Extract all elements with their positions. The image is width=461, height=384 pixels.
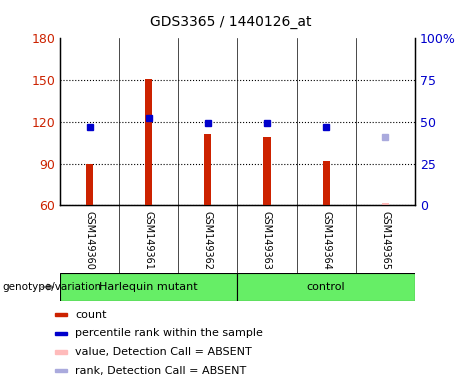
Text: GSM149360: GSM149360 xyxy=(84,211,95,270)
Text: GDS3365 / 1440126_at: GDS3365 / 1440126_at xyxy=(150,15,311,29)
Bar xyxy=(60,273,237,301)
Text: rank, Detection Call = ABSENT: rank, Detection Call = ABSENT xyxy=(76,366,247,376)
Text: value, Detection Call = ABSENT: value, Detection Call = ABSENT xyxy=(76,347,252,357)
Text: GSM149365: GSM149365 xyxy=(380,211,390,270)
Bar xyxy=(55,350,67,354)
Text: GSM149361: GSM149361 xyxy=(144,211,154,270)
Text: percentile rank within the sample: percentile rank within the sample xyxy=(76,328,263,338)
Bar xyxy=(204,134,212,205)
Text: control: control xyxy=(307,282,345,292)
Bar xyxy=(237,273,415,301)
Text: genotype/variation: genotype/variation xyxy=(2,282,101,292)
Text: Harlequin mutant: Harlequin mutant xyxy=(100,282,198,292)
Text: GSM149362: GSM149362 xyxy=(203,211,213,270)
Bar xyxy=(55,369,67,372)
Bar xyxy=(55,313,67,316)
Bar xyxy=(145,79,152,205)
Bar xyxy=(382,203,389,205)
Bar xyxy=(323,161,330,205)
Text: count: count xyxy=(76,310,107,319)
Bar xyxy=(263,137,271,205)
Bar xyxy=(55,332,67,335)
Text: GSM149364: GSM149364 xyxy=(321,211,331,270)
Text: GSM149363: GSM149363 xyxy=(262,211,272,270)
Bar xyxy=(86,164,93,205)
